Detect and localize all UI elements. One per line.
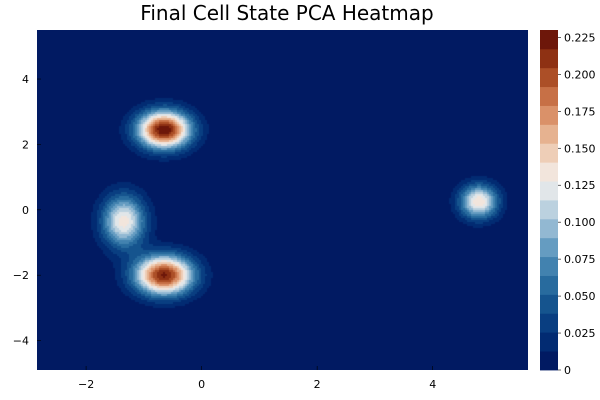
plot-area (37, 30, 528, 370)
y-tick-label: −4 (13, 335, 29, 348)
colorbar-level-2 (540, 332, 558, 352)
x-tick-label: 4 (429, 378, 436, 391)
x-axis: −2 0 2 4 (78, 366, 436, 391)
peak-marker-3 (162, 273, 166, 277)
x-tick-label: −2 (78, 378, 94, 391)
y-tick-label: 4 (22, 73, 29, 86)
peak-marker-1 (162, 128, 166, 131)
colorbar-level-5 (540, 275, 558, 295)
heatmap-image (37, 30, 528, 370)
colorbar-tick-label: 0.125 (564, 179, 596, 192)
colorbar-tick-label: 0.025 (564, 327, 596, 340)
colorbar-tick-label: 0.175 (564, 105, 596, 118)
colorbar-level-14 (540, 105, 558, 125)
colorbar-level-16 (540, 67, 558, 88)
colorbar-level-17 (540, 48, 558, 69)
colorbar-level-15 (540, 86, 558, 106)
colorbar-level-9 (540, 200, 558, 220)
colorbar-level-8 (540, 218, 558, 239)
colorbar-tick-label: 0.225 (564, 31, 596, 44)
colorbar-tick-label: 0 (564, 364, 571, 377)
colorbar-level-18 (540, 30, 558, 50)
colorbar-level-7 (540, 237, 558, 258)
x-tick-label: 0 (198, 378, 205, 391)
colorbar-level-12 (540, 143, 558, 163)
colorbar-tick-label: 0.075 (564, 253, 596, 266)
peak-marker-2 (122, 220, 125, 223)
colorbar-axis: 0 0.025 0.050 0.075 0.100 0.125 0.150 0.175 0.20… (558, 31, 596, 377)
x-tick-label: 2 (314, 378, 321, 391)
colorbar-level-4 (540, 294, 558, 314)
colorbar-level-13 (540, 124, 558, 144)
colorbar-level-11 (540, 162, 558, 182)
colorbar-level-1 (540, 351, 558, 371)
chart-title: Final Cell State PCA Heatmap (140, 1, 433, 25)
colorbar-level-3 (540, 313, 558, 333)
y-tick-label: 2 (22, 138, 29, 151)
y-tick-label: 0 (22, 204, 29, 217)
colorbar (540, 30, 558, 371)
peak-marker-4 (477, 200, 481, 203)
y-tick-label: −2 (13, 269, 29, 282)
colorbar-level-6 (540, 256, 558, 276)
colorbar-tick-label: 0.100 (564, 216, 596, 229)
colorbar-tick-label: 0.050 (564, 290, 596, 303)
y-axis: −4 −2 0 2 4 (13, 73, 41, 348)
colorbar-tick-label: 0.150 (564, 142, 596, 155)
colorbar-level-10 (540, 181, 558, 201)
colorbar-tick-label: 0.200 (564, 68, 596, 81)
